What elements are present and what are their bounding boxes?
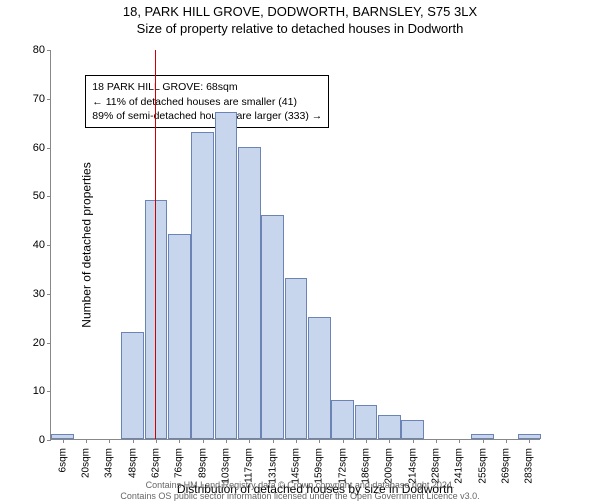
x-tick-mark [179, 439, 180, 443]
x-tick-label: 228sqm [431, 448, 442, 484]
y-tick-mark [47, 440, 51, 441]
histogram-bar [308, 317, 331, 439]
x-tick-mark [273, 439, 274, 443]
annotation-line: 89% of semi-detached houses are larger (… [92, 109, 322, 123]
annotation-line: ← 11% of detached houses are smaller (41… [92, 95, 322, 109]
histogram-bar [401, 420, 424, 440]
y-tick-label: 50 [11, 190, 45, 202]
y-tick-mark [47, 343, 51, 344]
histogram-bar [191, 132, 214, 439]
histogram-bar [285, 278, 308, 439]
x-tick-mark [529, 439, 530, 443]
histogram-bar [355, 405, 378, 439]
x-tick-label: 48sqm [127, 448, 138, 478]
x-tick-label: 283sqm [524, 448, 535, 484]
y-tick-label: 40 [11, 239, 45, 251]
y-tick-mark [47, 196, 51, 197]
x-tick-label: 89sqm [197, 448, 208, 478]
annotation-box: 18 PARK HILL GROVE: 68sqm← 11% of detach… [85, 75, 329, 128]
x-tick-label: 76sqm [174, 448, 185, 478]
x-tick-label: 172sqm [337, 448, 348, 484]
x-tick-mark [436, 439, 437, 443]
histogram-bar [238, 147, 261, 440]
x-tick-label: 186sqm [361, 448, 372, 484]
reference-line [155, 50, 156, 439]
x-tick-label: 200sqm [384, 448, 395, 484]
x-tick-mark [343, 439, 344, 443]
x-tick-mark [413, 439, 414, 443]
histogram-bar [145, 200, 168, 439]
footer-attribution: Contains HM Land Registry data © Crown c… [0, 480, 600, 503]
x-tick-mark [319, 439, 320, 443]
y-tick-label: 30 [11, 288, 45, 300]
x-tick-mark [63, 439, 64, 443]
x-tick-label: 62sqm [151, 448, 162, 478]
y-tick-mark [47, 391, 51, 392]
y-tick-label: 10 [11, 385, 45, 397]
x-tick-label: 117sqm [244, 448, 255, 483]
y-tick-mark [47, 50, 51, 51]
x-tick-label: 241sqm [454, 448, 465, 484]
x-tick-mark [506, 439, 507, 443]
footer-line-2: Contains OS public sector information li… [0, 491, 600, 502]
x-tick-mark [109, 439, 110, 443]
x-tick-mark [389, 439, 390, 443]
x-tick-label: 255sqm [477, 448, 488, 484]
x-tick-label: 20sqm [81, 448, 92, 478]
y-tick-mark [47, 245, 51, 246]
x-tick-mark [226, 439, 227, 443]
x-tick-label: 6sqm [57, 448, 68, 472]
x-tick-mark [249, 439, 250, 443]
plot-area: 18 PARK HILL GROVE: 68sqm← 11% of detach… [50, 50, 540, 440]
x-tick-mark [86, 439, 87, 443]
x-tick-mark [483, 439, 484, 443]
x-tick-label: 214sqm [407, 448, 418, 484]
x-tick-label: 269sqm [501, 448, 512, 484]
x-tick-mark [133, 439, 134, 443]
x-tick-label: 34sqm [104, 448, 115, 478]
x-tick-mark [366, 439, 367, 443]
y-tick-mark [47, 294, 51, 295]
y-tick-label: 0 [11, 434, 45, 446]
histogram-bar [378, 415, 401, 439]
x-tick-mark [459, 439, 460, 443]
y-tick-mark [47, 99, 51, 100]
x-tick-mark [156, 439, 157, 443]
y-tick-label: 20 [11, 337, 45, 349]
y-tick-mark [47, 148, 51, 149]
x-tick-label: 131sqm [267, 448, 278, 484]
histogram-bar [168, 234, 191, 439]
title-line-2: Size of property relative to detached ho… [0, 21, 600, 36]
x-tick-mark [203, 439, 204, 443]
chart: Number of detached properties 18 PARK HI… [50, 50, 580, 440]
footer-line-1: Contains HM Land Registry data © Crown c… [0, 480, 600, 491]
x-tick-mark [296, 439, 297, 443]
histogram-bar [261, 215, 284, 439]
y-tick-label: 70 [11, 93, 45, 105]
x-tick-label: 159sqm [314, 448, 325, 484]
y-tick-label: 60 [11, 142, 45, 154]
annotation-line: 18 PARK HILL GROVE: 68sqm [92, 80, 322, 94]
x-tick-label: 145sqm [291, 448, 302, 484]
x-tick-label: 103sqm [221, 448, 232, 484]
title-line-1: 18, PARK HILL GROVE, DODWORTH, BARNSLEY,… [0, 4, 600, 19]
y-tick-label: 80 [11, 44, 45, 56]
histogram-bar [215, 112, 238, 439]
histogram-bar [331, 400, 354, 439]
histogram-bar [121, 332, 144, 439]
